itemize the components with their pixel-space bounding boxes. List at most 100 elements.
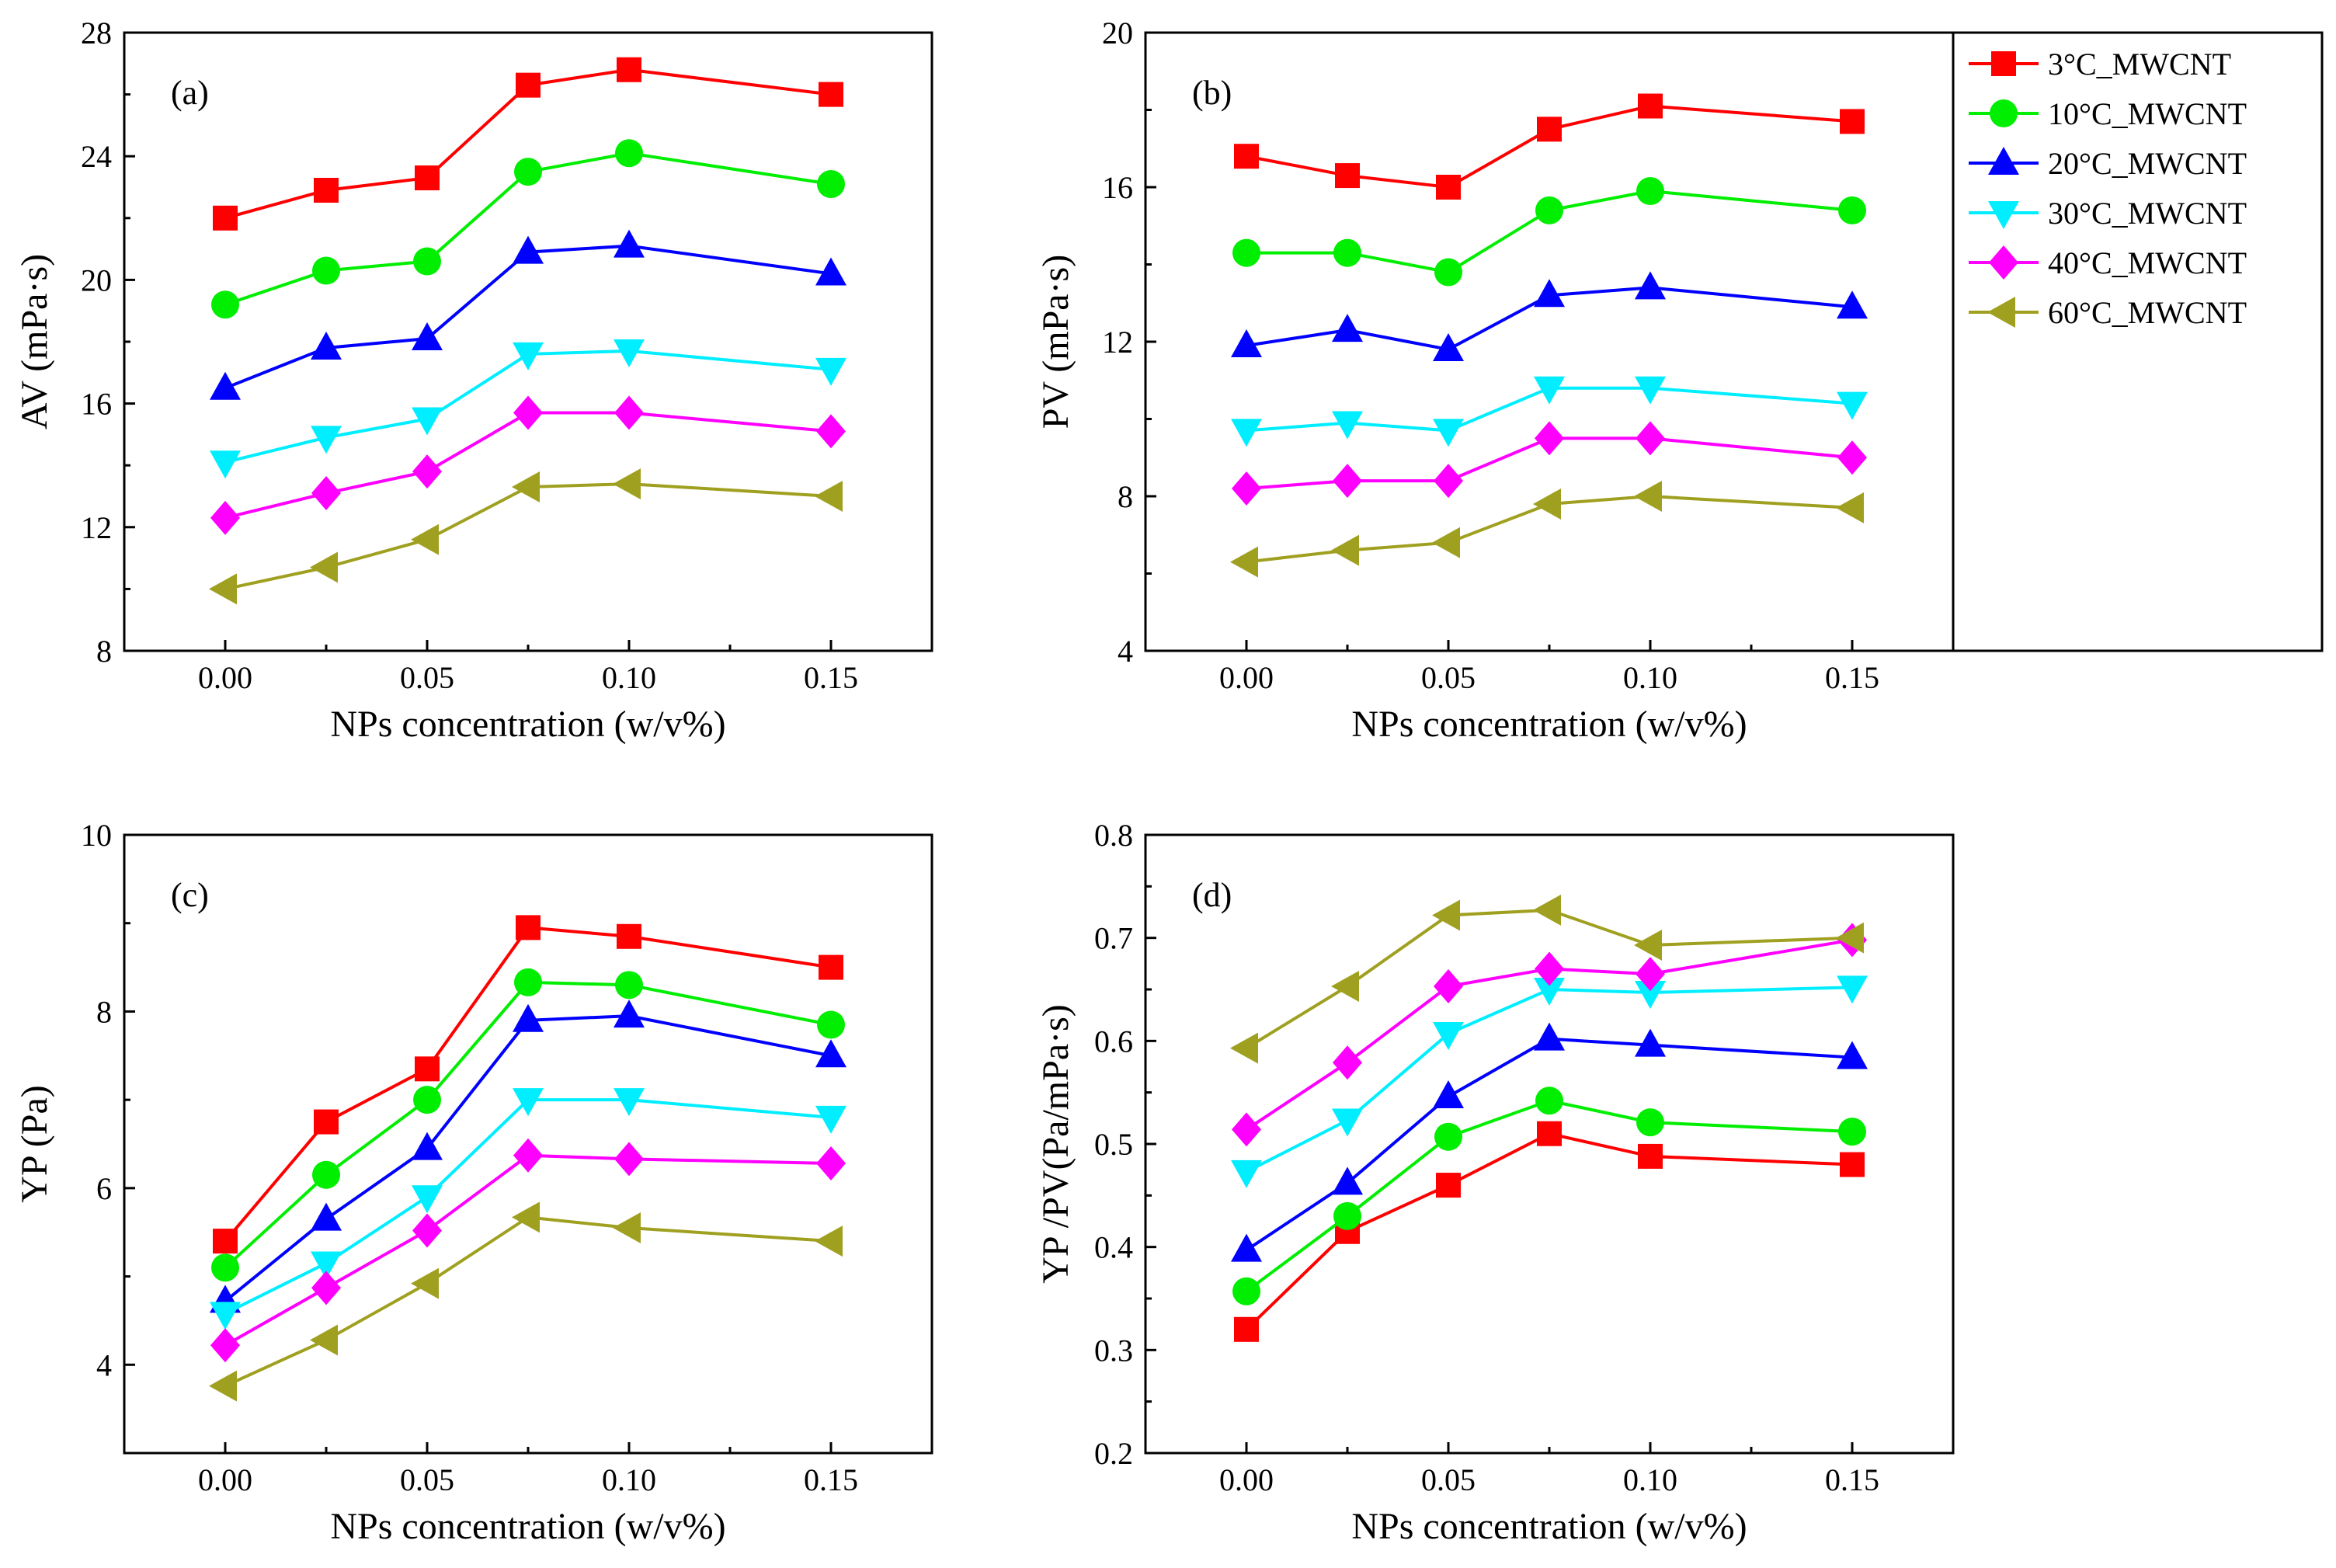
data-point (617, 57, 641, 82)
data-point (411, 523, 439, 555)
data-point (1535, 196, 1563, 224)
data-point (1837, 975, 1868, 1004)
data-point (210, 1328, 240, 1363)
series-line (224, 926, 832, 1243)
series-4 (210, 1138, 846, 1363)
y-axis-label: PV (mPa·s) (1035, 255, 1076, 429)
data-point (1636, 176, 1664, 205)
data-point (614, 229, 645, 258)
data-point (1332, 1166, 1363, 1195)
x-tick-label: 0.15 (804, 1462, 858, 1497)
series-1 (211, 968, 845, 1282)
data-point (1634, 481, 1662, 512)
panel-a: 0.00 0.05 0.10 0.15 8 12 16 20 24 28 NPs concentra… (14, 16, 933, 745)
data-point (314, 177, 339, 203)
data-point (1232, 1112, 1261, 1147)
data-point (615, 971, 643, 1000)
series-line (1246, 286, 1853, 352)
data-point (1231, 329, 1262, 357)
data-point (1534, 376, 1565, 405)
data-point (413, 1086, 441, 1114)
data-point (815, 257, 846, 286)
data-point (1836, 922, 1864, 954)
data-point (412, 407, 443, 436)
data-point (1636, 1108, 1664, 1137)
legend-frame (1952, 31, 2324, 652)
y-tick-label: 16 (1102, 170, 1133, 205)
data-point (817, 170, 845, 199)
data-point (1332, 411, 1363, 440)
data-point (614, 1000, 645, 1028)
data-point (816, 414, 846, 449)
data-point (815, 1105, 846, 1134)
y-tick-label: 12 (81, 510, 112, 545)
series-2 (210, 229, 846, 400)
y-tick-label: 0.3 (1094, 1333, 1133, 1368)
data-point (412, 322, 443, 351)
data-point (512, 471, 540, 503)
data-point (1433, 1080, 1464, 1108)
data-point (412, 1132, 443, 1160)
data-point (210, 1302, 241, 1330)
series-line (224, 1014, 832, 1302)
series-4 (210, 395, 846, 535)
data-point (1432, 899, 1460, 931)
data-point (1335, 163, 1360, 189)
data-point (311, 1271, 341, 1306)
data-point (1635, 980, 1666, 1009)
panel-label: (a) (171, 74, 209, 112)
data-point (209, 1370, 237, 1402)
data-point (311, 426, 342, 454)
x-tick-label: 0.05 (400, 660, 454, 695)
series-line (224, 1215, 832, 1388)
series-line (224, 244, 832, 390)
data-point (1333, 238, 1361, 267)
y-axis-label: YP (Pa) (14, 1085, 55, 1203)
x-axis-label: NPs concentration (w/v%) (1351, 1506, 1747, 1547)
legend-entry: 60°C_MWCNT (1969, 295, 2247, 330)
data-point (819, 954, 843, 980)
legend-label: 40°C_MWCNT (2048, 245, 2247, 280)
x-axis-label: NPs concentration (w/v%) (330, 704, 725, 745)
data-point (1436, 1173, 1461, 1198)
x-tick-label: 0.15 (804, 660, 858, 695)
data-point (1434, 1122, 1462, 1151)
y-tick-label: 0.7 (1094, 921, 1133, 956)
data-point (815, 1039, 846, 1068)
series-3 (210, 1088, 846, 1330)
data-point (311, 1251, 342, 1280)
legend-entry: 10°C_MWCNT (1969, 96, 2247, 131)
data-point (1837, 1041, 1868, 1069)
data-point (1231, 1233, 1262, 1262)
data-point (1333, 1201, 1361, 1230)
data-point (1636, 957, 1665, 992)
data-point (1230, 546, 1258, 578)
y-tick-label: 4 (96, 1347, 112, 1382)
data-point (1535, 951, 1564, 986)
series-0 (1234, 93, 1865, 200)
data-point (1635, 1028, 1666, 1057)
y-tick-label: 20 (1102, 16, 1133, 50)
data-point (314, 1109, 339, 1135)
legend-label: 20°C_MWCNT (2048, 146, 2247, 181)
x-tick-label: 0.00 (198, 660, 252, 695)
data-point (1840, 1152, 1865, 1177)
series-line (1245, 908, 1853, 1050)
y-tick-label: 6 (96, 1171, 112, 1206)
data-point (412, 1185, 443, 1214)
series-5 (209, 1201, 843, 1402)
series-line (1246, 189, 1853, 274)
data-point (1331, 534, 1359, 566)
series-line (1245, 938, 1853, 1132)
legend-entry: 20°C_MWCNT (1969, 146, 2247, 181)
data-point (1537, 1121, 1562, 1146)
data-point (516, 72, 541, 98)
legend-entry: 3°C_MWCNT (1969, 47, 2231, 82)
y-tick-label: 0.5 (1094, 1127, 1133, 1162)
data-point (514, 158, 542, 186)
data-point (817, 1010, 845, 1039)
series-line (1245, 1037, 1853, 1252)
data-point (819, 82, 843, 107)
y-tick-label: 4 (1118, 634, 1133, 669)
data-point (1232, 1277, 1260, 1306)
